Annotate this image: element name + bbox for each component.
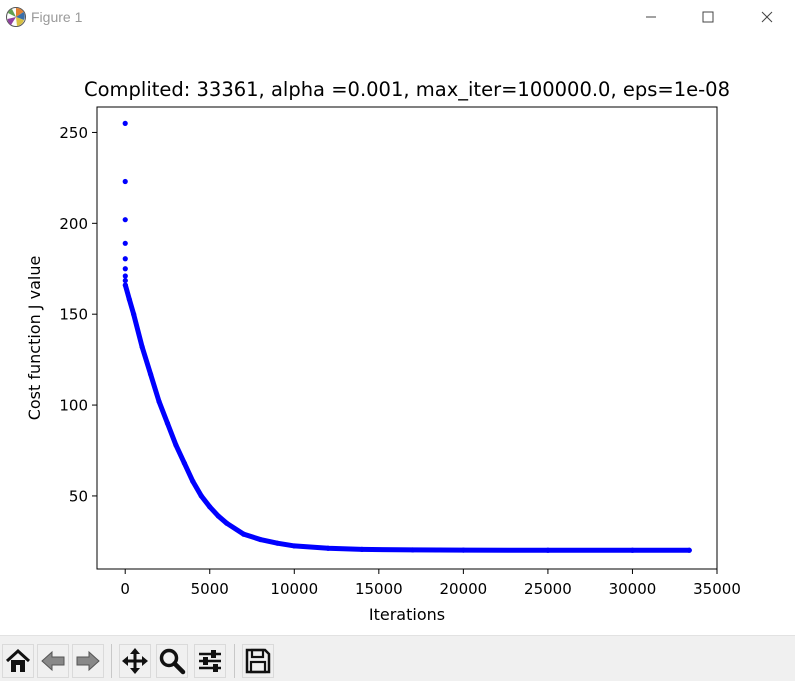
data-point	[122, 266, 128, 272]
back-button[interactable]	[37, 644, 69, 678]
data-point	[122, 217, 128, 223]
zoom-icon	[159, 648, 186, 675]
zoom-button[interactable]	[156, 644, 188, 678]
data-point	[190, 478, 196, 484]
data-point	[257, 536, 264, 543]
x-tick-label: 30000	[609, 580, 657, 598]
chart-title: Complited: 33361, alpha =0.001, max_iter…	[84, 78, 730, 101]
data-point	[122, 282, 128, 288]
data-point	[410, 547, 416, 553]
data-point	[181, 460, 187, 466]
window-titlebar: Figure 1	[0, 0, 795, 34]
toolbar-separator	[234, 644, 235, 678]
data-point	[198, 493, 204, 499]
data-point	[122, 256, 128, 262]
data-point	[291, 543, 297, 549]
configure-subplots-button[interactable]	[194, 644, 226, 678]
data-point	[122, 240, 128, 246]
data-point	[686, 547, 692, 553]
x-tick-label: 10000	[270, 580, 318, 598]
toolbar-separator	[111, 644, 112, 678]
data-point	[122, 277, 128, 284]
data-point	[122, 178, 128, 185]
y-tick-label: 150	[59, 306, 88, 324]
data-point	[215, 513, 221, 519]
data-point	[164, 420, 171, 426]
move-icon	[122, 648, 148, 674]
x-tick-label: 25000	[524, 580, 572, 598]
data-point	[139, 344, 145, 350]
x-tick-label: 0	[120, 580, 130, 598]
matplotlib-logo-icon	[6, 7, 26, 27]
close-button[interactable]	[744, 0, 790, 34]
data-point	[274, 540, 280, 546]
plot-frame	[96, 106, 718, 570]
forward-arrow-icon	[76, 650, 100, 672]
x-tick-label: 20000	[440, 580, 488, 598]
data-point	[156, 398, 162, 405]
cost-series-points	[122, 282, 692, 553]
y-tick-label: 250	[59, 124, 88, 142]
data-point	[173, 442, 179, 448]
data-point	[224, 520, 230, 526]
x-axis-label: Iterations	[369, 605, 445, 624]
minimize-button[interactable]	[628, 0, 674, 34]
figure-canvas[interactable]: Complited: 33361, alpha =0.001, max_iter…	[0, 34, 795, 635]
data-point	[126, 297, 133, 303]
data-point	[147, 371, 154, 377]
data-point	[122, 273, 128, 279]
navigation-toolbar	[0, 635, 795, 681]
y-tick-label: 200	[59, 215, 88, 233]
forward-button[interactable]	[72, 644, 104, 678]
save-button[interactable]	[242, 644, 274, 678]
pan-button[interactable]	[119, 644, 151, 678]
window-title: Figure 1	[31, 9, 83, 25]
minimize-icon	[646, 16, 656, 18]
y-axis-label: Cost function J value	[25, 256, 44, 421]
data-point	[122, 120, 128, 126]
data-point	[460, 547, 466, 553]
data-point	[131, 311, 137, 317]
sliders-icon	[199, 650, 221, 672]
home-button[interactable]	[2, 644, 34, 678]
data-point	[240, 531, 247, 537]
chart: Complited: 33361, alpha =0.001, max_iter…	[25, 78, 741, 624]
y-tick-label: 100	[59, 397, 88, 415]
data-point	[545, 547, 551, 553]
maximize-icon	[702, 11, 714, 23]
x-tick-label: 5000	[191, 580, 229, 598]
data-point	[629, 547, 636, 553]
home-icon	[5, 648, 31, 672]
data-point	[325, 545, 331, 551]
back-arrow-icon	[41, 650, 65, 672]
floppy-disk-icon	[245, 648, 271, 674]
data-point	[359, 546, 365, 552]
data-point	[207, 504, 213, 510]
x-tick-label: 35000	[693, 580, 741, 598]
maximize-button[interactable]	[685, 0, 731, 34]
x-tick-label: 15000	[355, 580, 403, 598]
close-icon	[761, 11, 773, 23]
y-tick-label: 50	[69, 487, 88, 505]
